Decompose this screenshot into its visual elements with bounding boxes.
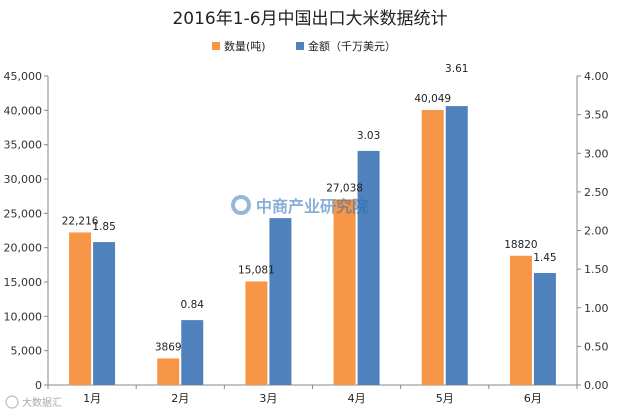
x-tick-label: 3月 [259,392,277,405]
bar-amount [93,242,116,385]
y-left-tick-label: 30,000 [4,173,43,186]
x-tick-label: 2月 [171,392,189,405]
y-left-tick-label: 40,000 [4,104,43,117]
bar-quantity [333,199,356,385]
legend-swatch-amount [296,42,304,50]
y-right-tick-label: 3.00 [584,147,609,160]
legend-label-quantity: 数量(吨) [224,40,266,53]
y-right-tick-label: 2.00 [584,225,609,238]
x-tick-label: 6月 [524,392,542,405]
y-right-tick-label: 0.50 [584,340,609,353]
data-label-quantity: 15,081 [238,264,275,276]
watermark-logo-icon [231,195,251,215]
y-left-tick-label: 20,000 [4,242,43,255]
data-label-quantity: 18820 [504,239,537,251]
legend: 数量(吨) 金额（千万美元） [212,39,396,53]
bar-amount [445,106,468,385]
data-label-amount: 3.61 [445,63,468,75]
corner-logo-icon [5,395,19,409]
data-label-amount: 3.03 [357,130,380,142]
data-label-quantity: 27,038 [326,182,363,194]
data-label-quantity: 40,049 [414,93,451,105]
watermark-text: 中商产业研究院 [256,197,368,216]
y-left-tick-label: 0 [35,379,42,392]
watermark: 中商产业研究院 [231,195,368,216]
y-left-tick-label: 35,000 [4,139,43,152]
bar-amount [181,320,204,385]
y-right-tick-label: 3.50 [584,109,609,122]
corner-watermark: 大数据汇 [5,395,62,409]
data-label-quantity: 22,216 [62,215,99,227]
y-left-tick-label: 25,000 [4,207,43,220]
y-right-tick-label: 0.00 [584,379,609,392]
y-right-tick-label: 1.50 [584,263,609,276]
bar-amount [357,150,380,385]
y-right-tick-label: 2.50 [584,186,609,199]
y-left-tick-label: 45,000 [4,70,43,83]
y-left-tick-label: 15,000 [4,276,43,289]
bar-amount [533,272,556,385]
y-right-tick-label: 4.00 [584,70,609,83]
bar-quantity [157,358,180,385]
y-left-tick-label: 10,000 [4,310,43,323]
data-label-amount: 1.85 [92,221,115,233]
corner-watermark-text: 大数据汇 [22,396,62,409]
data-label-quantity: 3869 [155,341,182,353]
chart-title: 2016年1-6月中国出口大米数据统计 [172,9,447,29]
bar-quantity [245,281,268,385]
axes: 0 5,000 10,000 15,000 20,000 25,000 30,000 35,0… [4,70,609,405]
data-label-amount: 1.45 [533,252,556,264]
y-right-tick-label: 1.00 [584,302,609,315]
y-left-tick-label: 5,000 [11,345,43,358]
legend-label-amount: 金额（千万美元） [308,39,396,53]
bar-amount [269,218,292,385]
x-tick-label: 1月 [83,392,101,405]
data-label-amount: 0.84 [181,299,205,311]
x-tick-label: 5月 [436,392,454,405]
legend-swatch-quantity [212,42,220,50]
bar-quantity [509,255,532,385]
bar-quantity [421,109,444,386]
x-tick-label: 4月 [348,392,366,405]
bar-quantity [69,232,92,385]
bars [69,106,556,386]
